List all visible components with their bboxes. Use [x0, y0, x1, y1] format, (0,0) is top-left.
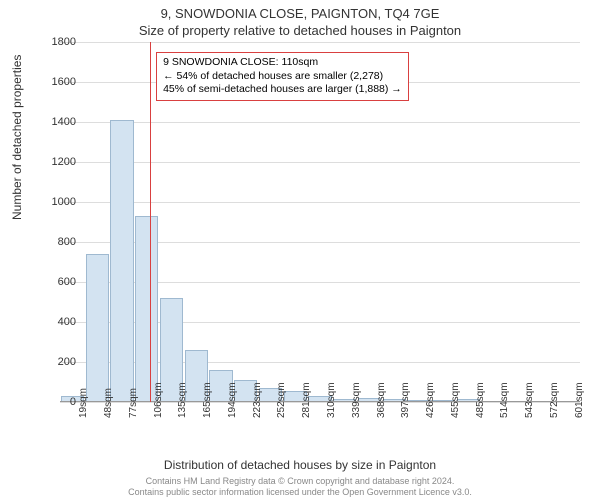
xtick-label: 252sqm [276, 408, 287, 418]
gridline [60, 122, 580, 123]
xtick-label: 194sqm [227, 408, 238, 418]
ytick-label: 400 [36, 316, 76, 328]
xtick-label: 48sqm [103, 408, 114, 418]
xtick-label: 368sqm [376, 408, 387, 418]
annotation-box: 9 SNOWDONIA CLOSE: 110sqm ← 54% of detac… [156, 52, 409, 101]
xtick-label: 572sqm [549, 408, 560, 418]
ytick-label: 1400 [36, 116, 76, 128]
xtick-label: 165sqm [202, 408, 213, 418]
xtick-label: 310sqm [326, 408, 337, 418]
histogram-bar [135, 216, 158, 402]
xtick-label: 135sqm [177, 408, 188, 418]
histogram-bar [86, 254, 109, 402]
xtick-label: 19sqm [78, 408, 89, 418]
title-sub: Size of property relative to detached ho… [0, 21, 600, 38]
xtick-label: 397sqm [400, 408, 411, 418]
ytick-label: 1600 [36, 76, 76, 88]
footer-line1: Contains HM Land Registry data © Crown c… [0, 476, 600, 487]
plot-area: 9 SNOWDONIA CLOSE: 110sqm ← 54% of detac… [60, 42, 580, 402]
ytick-label: 200 [36, 356, 76, 368]
xtick-label: 77sqm [128, 408, 139, 418]
ytick-label: 1800 [36, 36, 76, 48]
xtick-label: 426sqm [425, 408, 436, 418]
xtick-label: 223sqm [252, 408, 263, 418]
xtick-label: 106sqm [153, 408, 164, 418]
x-axis-label: Distribution of detached houses by size … [0, 458, 600, 472]
xtick-label: 514sqm [499, 408, 510, 418]
histogram-bar [110, 120, 133, 402]
gridline [60, 42, 580, 43]
xtick-label: 543sqm [524, 408, 535, 418]
title-main: 9, SNOWDONIA CLOSE, PAIGNTON, TQ4 7GE [0, 0, 600, 21]
xtick-label: 601sqm [574, 408, 585, 418]
ytick-label: 1200 [36, 156, 76, 168]
annotation-line3: 45% of semi-detached houses are larger (… [163, 83, 402, 97]
gridline [60, 202, 580, 203]
xtick-label: 455sqm [450, 408, 461, 418]
ytick-label: 0 [36, 396, 76, 408]
footer-line2: Contains public sector information licen… [0, 487, 600, 498]
y-axis-label: Number of detached properties [10, 55, 24, 220]
ytick-label: 1000 [36, 196, 76, 208]
annotation-line2: ← 54% of detached houses are smaller (2,… [163, 70, 402, 84]
footer: Contains HM Land Registry data © Crown c… [0, 476, 600, 498]
gridline [60, 162, 580, 163]
ytick-label: 800 [36, 236, 76, 248]
reference-line [150, 42, 151, 402]
xtick-label: 281sqm [301, 408, 312, 418]
xtick-label: 485sqm [475, 408, 486, 418]
ytick-label: 600 [36, 276, 76, 288]
chart-container: 9, SNOWDONIA CLOSE, PAIGNTON, TQ4 7GE Si… [0, 0, 600, 500]
xtick-label: 339sqm [351, 408, 362, 418]
annotation-line1: 9 SNOWDONIA CLOSE: 110sqm [163, 56, 402, 70]
